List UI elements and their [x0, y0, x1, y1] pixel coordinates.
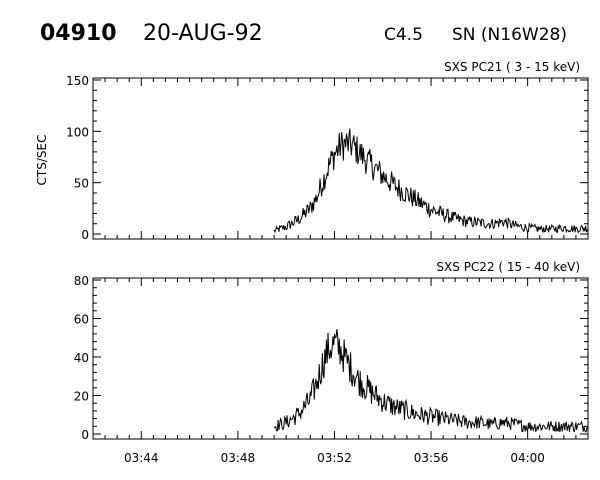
flare-class: C4.5 — [384, 25, 423, 45]
y-tick-label: 100 — [66, 125, 89, 139]
y-tick-label: 50 — [74, 177, 89, 191]
y-tick-label: 60 — [74, 313, 89, 327]
plot-frame — [92, 77, 589, 240]
panel-title: SXS PC22 ( 15 - 40 keV) — [436, 260, 580, 274]
event-id: 04910 — [40, 21, 117, 46]
series-line — [273, 329, 589, 433]
y-tick-label: 0 — [81, 428, 89, 442]
y-tick-label: 150 — [66, 74, 89, 88]
panel-pc21: SXS PC21 ( 3 - 15 keV) CTS/SEC 0 50 100 150 — [35, 60, 589, 242]
x-tick-label: 03:44 — [124, 451, 159, 465]
y-axis-label: CTS/SEC — [35, 135, 49, 186]
y-tick-label: 40 — [74, 351, 89, 365]
x-tick-label: 04:00 — [510, 451, 545, 465]
tick-group: 0 20 40 60 80 03:44 03:48 03:52 03:56 04:00 — [74, 274, 589, 465]
x-tick-label: 03:56 — [414, 451, 449, 465]
panel-pc22: SXS PC22 ( 15 - 40 keV) 0 20 40 60 80 03:44 03… — [74, 260, 589, 465]
event-date: 20-AUG-92 — [143, 21, 263, 46]
series-group — [273, 329, 589, 433]
x-tick-label: 03:52 — [317, 451, 352, 465]
tick-group: 0 50 100 150 — [66, 74, 589, 242]
series-group — [273, 128, 589, 234]
plot-frame — [92, 277, 589, 440]
flare-location: SN (N16W28) — [452, 25, 567, 45]
x-tick-label: 03:48 — [221, 451, 256, 465]
series-line — [273, 128, 589, 234]
y-tick-label: 80 — [74, 274, 89, 288]
y-tick-label: 20 — [74, 390, 89, 404]
panel-title: SXS PC21 ( 3 - 15 keV) — [444, 60, 580, 74]
y-tick-label: 0 — [81, 228, 89, 242]
